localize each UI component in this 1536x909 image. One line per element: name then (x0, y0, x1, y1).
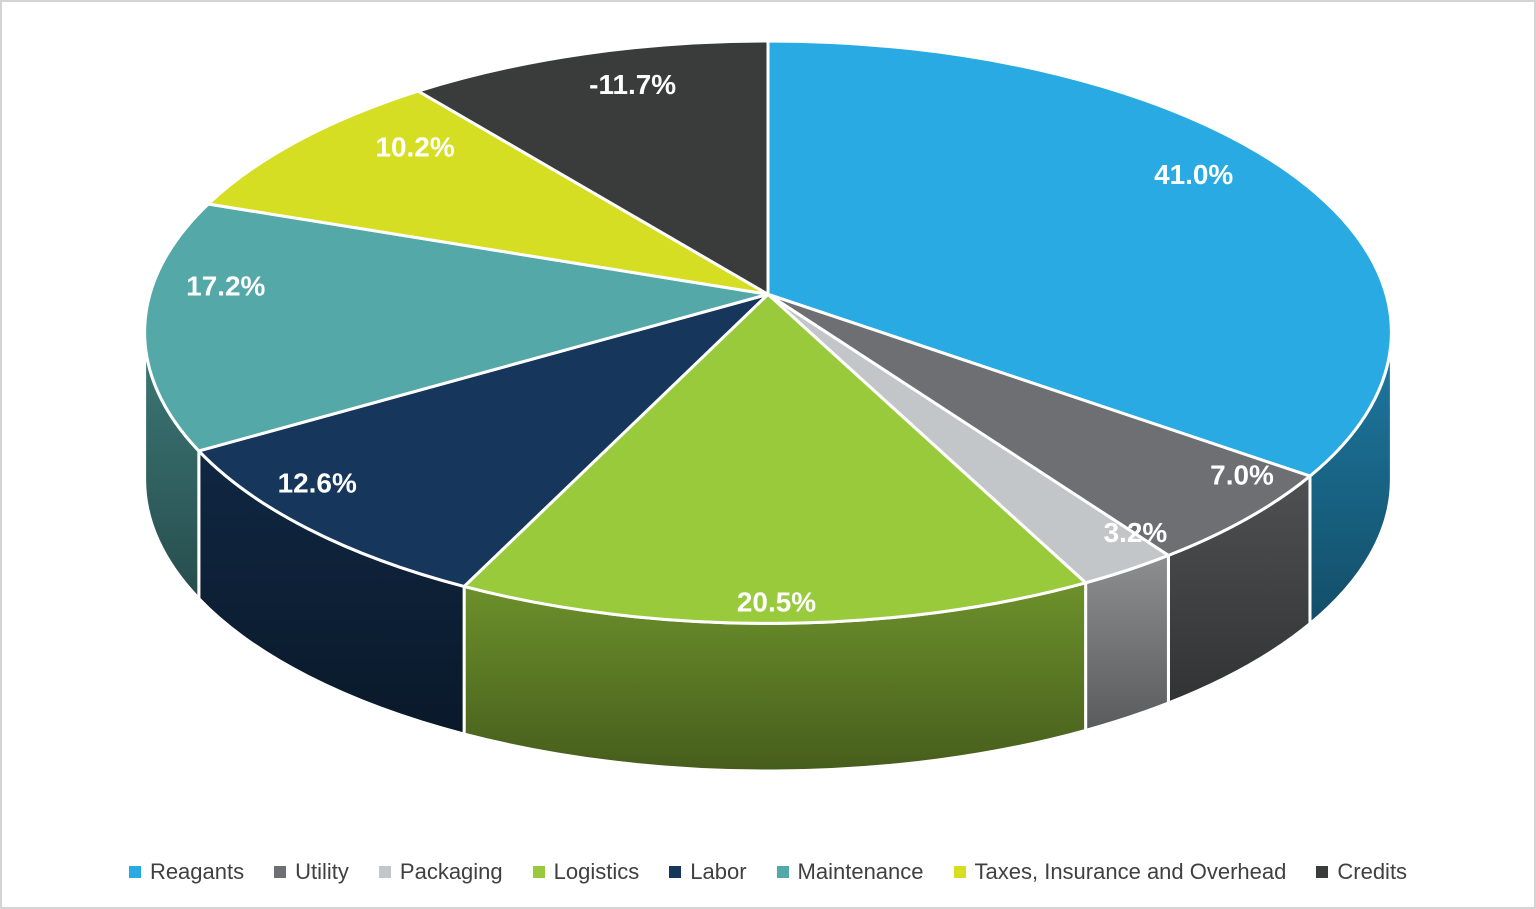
legend-item-labor[interactable]: Labor (669, 859, 747, 885)
data-label-packaging: 3.2% (1104, 517, 1168, 548)
legend-label: Reagants (149, 859, 245, 884)
data-label-taxes-insurance-and-overhead: 10.2% (376, 132, 455, 163)
data-label-utility: 7.0% (1210, 459, 1274, 490)
data-label-reagants: 41.0% (1154, 159, 1233, 190)
legend-marker-icon (953, 866, 966, 878)
legend-marker-icon (669, 866, 682, 878)
pie-slice-utility[interactable] (766, 292, 1312, 557)
legend-marker-icon (1316, 866, 1329, 878)
legend-item-taxes-insurance-and-overhead[interactable]: Taxes, Insurance and Overhead (953, 859, 1287, 885)
legend-item-logistics[interactable]: Logistics (532, 859, 640, 885)
pie-slice-side-packaging (1084, 553, 1170, 732)
legend-item-packaging[interactable]: Packaging (378, 859, 503, 885)
legend-item-maintenance[interactable]: Maintenance (776, 859, 924, 885)
plot-area: 41.0% 7.0% 3.2% 20.5% 12.6% 17.2% 10.2% -11.7% (2, 2, 1534, 802)
legend-item-credits[interactable]: Credits (1316, 859, 1407, 885)
legend-marker-icon (776, 866, 789, 878)
pie-slice-reagants[interactable] (766, 39, 1393, 478)
legend-label: Packaging (399, 859, 503, 884)
legend-label: Labor (690, 859, 747, 884)
pie-slice-labor[interactable] (197, 292, 770, 588)
legend-marker-icon (128, 866, 141, 878)
legend-item-reagants[interactable]: Reagants (128, 859, 245, 885)
legend-marker-icon (378, 866, 391, 878)
pie-slice-maintenance[interactable] (143, 202, 770, 453)
pie-slice-credits[interactable] (416, 39, 770, 296)
data-label-labor: 12.6% (278, 467, 357, 498)
data-label-maintenance: 17.2% (186, 270, 265, 301)
legend-label: Credits (1337, 859, 1408, 884)
pie-chart: 41.0% 7.0% 3.2% 20.5% 12.6% 17.2% 10.2% -11.7% (143, 39, 1393, 773)
legend-marker-icon (274, 866, 287, 878)
data-label-logistics: 20.5% (737, 586, 816, 617)
legend-label: Utility (295, 859, 349, 884)
legend-label: Taxes, Insurance and Overhead (974, 859, 1287, 884)
legend-label: Maintenance (797, 859, 924, 884)
pie-slice-taxes-insurance-and-overhead[interactable] (206, 89, 770, 296)
legend-item-utility[interactable]: Utility (274, 859, 349, 885)
legend-label: Logistics (553, 859, 640, 884)
chart-legend: Reagants Utility Packaging Logistics Labor Ma… (2, 859, 1534, 885)
legend-marker-icon (532, 866, 545, 878)
pie-slice-logistics[interactable] (462, 292, 1088, 625)
data-label-credits: -11.7% (589, 69, 676, 100)
